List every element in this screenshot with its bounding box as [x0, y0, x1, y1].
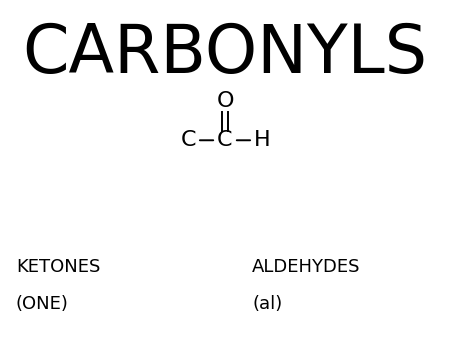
Text: C: C [217, 130, 233, 150]
Text: KETONES: KETONES [16, 258, 100, 276]
Text: ALDEHYDES: ALDEHYDES [252, 258, 360, 276]
Text: CARBONYLS: CARBONYLS [22, 21, 427, 87]
Text: (al): (al) [252, 295, 282, 313]
Text: C: C [180, 130, 196, 150]
Text: (ONE): (ONE) [16, 295, 68, 313]
Text: H: H [254, 130, 270, 150]
Text: O: O [216, 91, 234, 112]
